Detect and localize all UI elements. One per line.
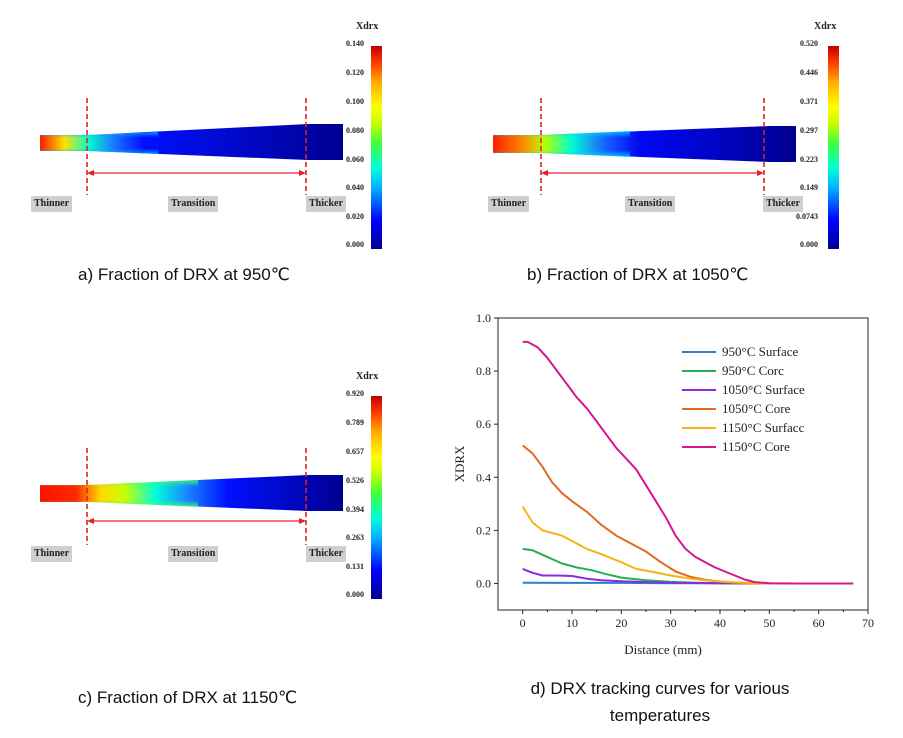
x-tick-label: 50 [763,616,775,630]
colorbar-tick: 0.446 [800,68,818,77]
label-transition: Transition [168,546,219,562]
x-tick-label: 10 [566,616,578,630]
legend-label: 950°C Surface [722,344,799,359]
x-tick-label: 20 [615,616,627,630]
y-axis-label: XDRX [452,445,467,482]
colorbar [371,46,382,249]
caption-a: a) Fraction of DRX at 950℃ [78,265,290,284]
panel-b: Thinner Transition Thicker Xdrx 0.520 0.… [480,18,880,266]
label-transition: Transition [168,196,219,212]
drx-tracking-chart: 0 10 20 30 40 50 60 70 0.0 0.2 0.4 0.6 0.8 1.0 Distanc… [452,311,874,657]
x-tick-label: 60 [813,616,825,630]
legend-label: 950°C Corc [722,363,784,378]
arrow-head-left [541,170,548,176]
caption-c: c) Fraction of DRX at 1150℃ [78,688,298,707]
panel-a: Thinner Transition Thicker Xdrx 0.140 0.… [28,18,418,266]
colorbar-tick: 0.263 [346,533,364,542]
legend-label: 1050°C Core [722,401,791,416]
colorbar-tick: 0.120 [346,68,364,77]
y-tick-label: 0.8 [476,364,491,378]
colorbar-tick: 0.526 [346,476,364,485]
plate-surface-layer [40,480,198,507]
colorbar-tick: 0.131 [346,562,364,571]
colorbar [828,46,839,249]
legend-label: 1150°C Surfacc [722,420,805,435]
colorbar-tick: 0.100 [346,97,364,106]
y-tick-label: 0.0 [476,576,491,590]
x-tick-label: 30 [665,616,677,630]
plot-frame [497,317,869,611]
colorbar-tick: 0.394 [346,505,364,514]
label-thicker: Thicker [306,196,346,212]
label-thinner: Thinner [31,196,73,212]
colorbar-tick: 0.789 [346,418,364,427]
series-line [521,505,854,585]
chart-lines [521,340,854,585]
caption-b: b) Fraction of DRX at 1050℃ [527,265,749,284]
y-tick-label: 1.0 [476,311,491,325]
plate-surface-layer [40,132,158,154]
legend-label: 1050°C Surface [722,382,805,397]
chart-axes: 0 10 20 30 40 50 60 70 0.0 0.2 0.4 0.6 0.8 1.0 Distanc… [452,311,874,657]
colorbar-title: Xdrx [814,21,837,32]
colorbar-tick: 0.040 [346,183,364,192]
colorbar-tick: 0.657 [346,447,364,456]
y-tick-label: 0.6 [476,417,491,431]
caption-d: d) DRX tracking curves for various tempe… [530,679,790,725]
colorbar-title: Xdrx [356,371,379,382]
colorbar [371,396,382,599]
colorbar-title: Xdrx [356,21,379,32]
colorbar-tick: 0.297 [800,126,818,135]
label-thicker: Thicker [763,196,803,212]
colorbar-tick: 0.000 [346,240,364,249]
series-line [522,444,854,585]
colorbar-tick: 0.0743 [796,212,818,221]
x-tick-label: 0 [520,616,526,630]
arrow-head-left [87,170,94,176]
arrow-head-right [757,170,764,176]
chart-legend: 950°C Surface 950°C Corc 1050°C Surface 105… [682,344,805,454]
plate-surface-layer [493,131,630,157]
label-thicker: Thicker [306,546,346,562]
colorbar-tick: 0.371 [800,97,818,106]
colorbar-tick: 0.920 [346,389,364,398]
simulation-b-contour [493,98,796,195]
label-transition: Transition [625,196,676,212]
x-tick-label: 70 [862,616,874,630]
label-thinner: Thinner [31,546,73,562]
colorbar-tick: 0.000 [346,590,364,599]
colorbar-tick: 0.000 [800,240,818,249]
simulation-c-contour [40,448,343,545]
arrow-head-right [299,518,306,524]
legend-label: 1150°C Core [722,439,790,454]
y-tick-label: 0.2 [476,523,491,537]
series-line [522,340,854,585]
colorbar-tick: 0.080 [346,126,364,135]
colorbar-tick: 0.020 [346,212,364,221]
panel-c: Thinner Transition Thicker Xdrx 0.920 0.… [28,368,418,616]
simulation-a-contour [40,98,343,195]
label-thinner: Thinner [488,196,530,212]
x-tick-label: 40 [714,616,726,630]
colorbar-tick: 0.520 [800,39,818,48]
colorbar-tick: 0.140 [346,39,364,48]
arrow-head-left [87,518,94,524]
colorbar-tick: 0.223 [800,155,818,164]
x-axis-label: Distance (mm) [624,642,702,657]
y-tick-label: 0.4 [476,470,491,484]
colorbar-tick: 0.149 [800,183,818,192]
arrow-head-right [299,170,306,176]
colorbar-tick: 0.060 [346,155,364,164]
